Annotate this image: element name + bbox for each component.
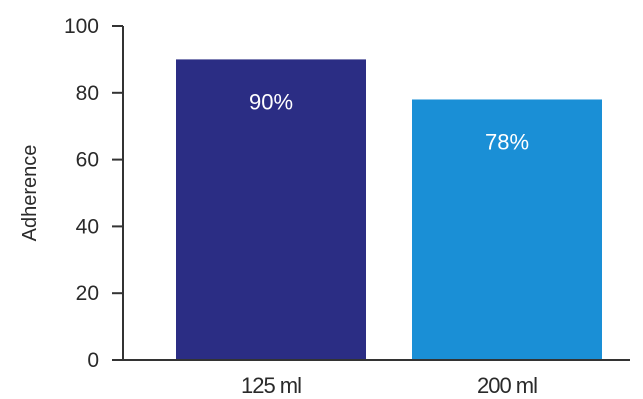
bar-2: [412, 99, 602, 360]
bar-1: [176, 59, 366, 361]
x-axis: 125 ml 200 ml: [112, 359, 630, 398]
y-tick-label: 40: [76, 215, 99, 238]
y-axis-title: Adherence: [19, 145, 41, 242]
bar-data-label: 90%: [249, 89, 293, 114]
bars: 90% 78%: [176, 59, 602, 361]
y-tick-label: 60: [76, 149, 99, 172]
x-category-label: 125 ml: [241, 373, 301, 398]
bar-data-label: 78%: [485, 129, 529, 154]
x-category-label: 200 ml: [477, 373, 537, 398]
y-tick-label: 20: [76, 282, 99, 305]
y-tick-label: 0: [87, 349, 99, 372]
y-tick-label: 80: [76, 82, 99, 105]
y-tick-label: 100: [64, 15, 99, 38]
y-axis: 0 20 40 60 80 100: [64, 15, 124, 372]
